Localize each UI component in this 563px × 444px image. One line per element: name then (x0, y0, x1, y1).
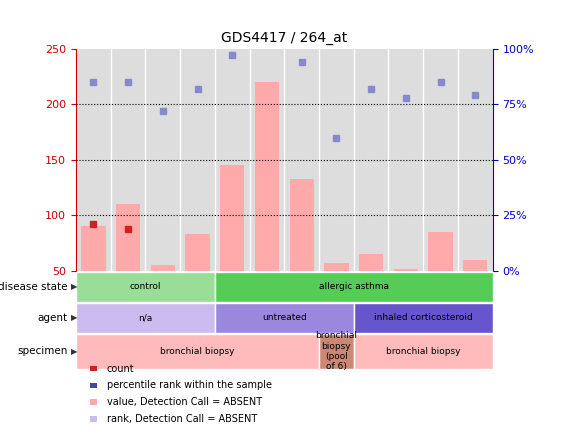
Bar (111, 49, 145, 271)
Bar (180, 49, 215, 271)
Bar (388, 49, 423, 271)
Bar (185, 234, 209, 271)
Text: specimen: specimen (17, 346, 68, 356)
Bar (255, 82, 279, 271)
Bar (220, 166, 244, 271)
Bar (324, 263, 348, 271)
Text: ▶: ▶ (71, 282, 78, 291)
Text: disease state: disease state (0, 282, 68, 292)
Bar (463, 260, 488, 271)
Bar (215, 49, 249, 271)
Text: bronchial
biopsy
(pool
of 6): bronchial biopsy (pool of 6) (315, 331, 358, 371)
Bar (249, 49, 284, 271)
Text: inhaled corticosteroid: inhaled corticosteroid (374, 313, 472, 322)
Bar (76, 49, 111, 271)
Text: rank, Detection Call = ABSENT: rank, Detection Call = ABSENT (107, 414, 257, 424)
Text: allergic asthma: allergic asthma (319, 282, 389, 291)
Bar (359, 254, 383, 271)
Bar (289, 179, 314, 271)
Text: ▶: ▶ (71, 347, 78, 356)
Text: count: count (107, 364, 135, 373)
Bar (284, 49, 319, 271)
Text: ▶: ▶ (71, 313, 78, 322)
Title: GDS4417 / 264_at: GDS4417 / 264_at (221, 31, 347, 45)
Text: n/a: n/a (138, 313, 153, 322)
Bar (145, 49, 180, 271)
Bar (458, 49, 493, 271)
Bar (423, 49, 458, 271)
Text: bronchial biopsy: bronchial biopsy (160, 347, 235, 356)
Bar (81, 226, 105, 271)
Text: value, Detection Call = ABSENT: value, Detection Call = ABSENT (107, 397, 262, 407)
Bar (354, 49, 388, 271)
Bar (428, 232, 453, 271)
Text: percentile rank within the sample: percentile rank within the sample (107, 381, 272, 390)
Text: untreated: untreated (262, 313, 307, 322)
Bar (116, 204, 140, 271)
Bar (394, 269, 418, 271)
Text: bronchial biopsy: bronchial biopsy (386, 347, 461, 356)
Text: agent: agent (37, 313, 68, 323)
Bar (151, 266, 175, 271)
Bar (319, 49, 354, 271)
Text: control: control (129, 282, 161, 291)
